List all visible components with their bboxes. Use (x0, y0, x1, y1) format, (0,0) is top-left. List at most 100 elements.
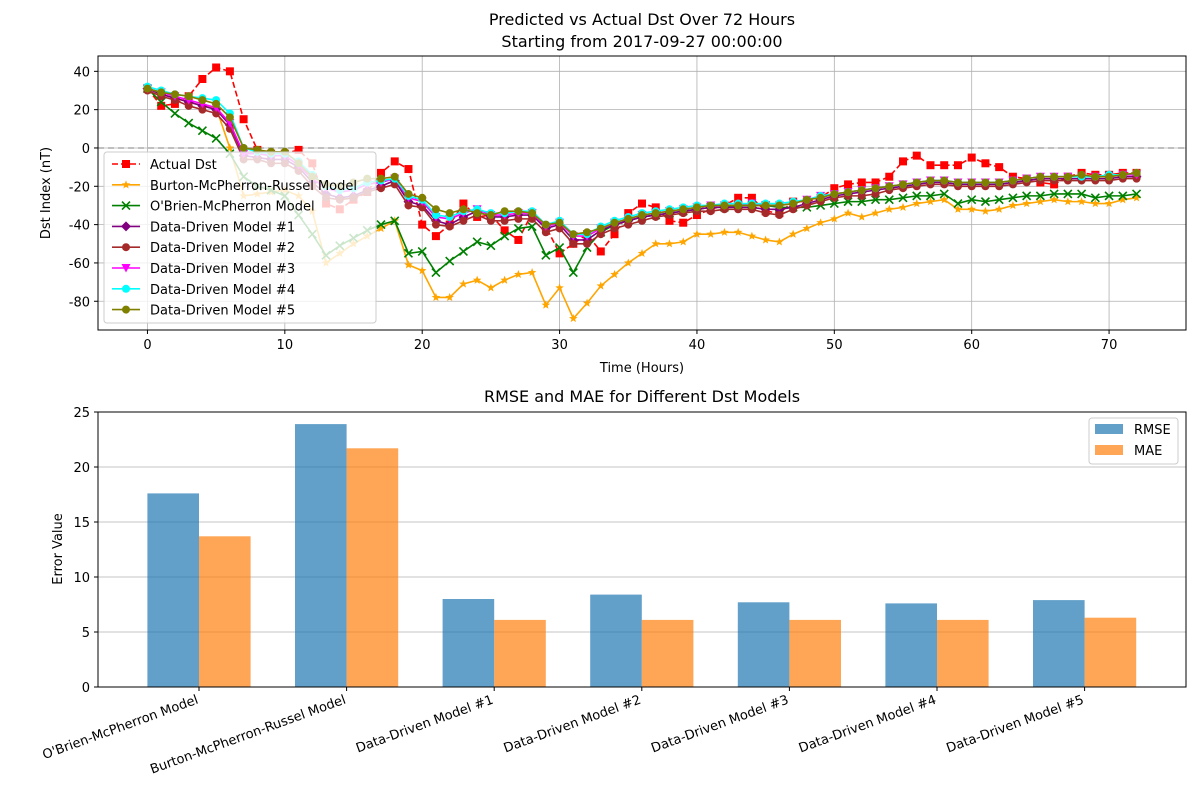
series-2-point (843, 197, 853, 207)
series-1-point (994, 204, 1004, 213)
series-0-point (212, 63, 221, 72)
line-chart-x-tick-label: 0 (143, 338, 151, 353)
series-2-point (953, 198, 963, 209)
series-2-point (513, 223, 523, 234)
line-chart-x-tick-label: 60 (963, 338, 980, 353)
series-2-point (472, 237, 482, 247)
bar-legend-swatch-1 (1095, 445, 1123, 455)
series-7-point (1077, 170, 1086, 179)
legend-marker-1 (121, 180, 131, 189)
series-0-point (747, 193, 756, 202)
series-0-point (390, 157, 399, 166)
series-2-point (1035, 191, 1045, 201)
series-7-point (789, 199, 798, 208)
series-0-point (376, 168, 385, 177)
series-4-point (445, 222, 454, 231)
series-2-point (376, 220, 386, 230)
bar-chart-legend: RMSE MAE (1088, 417, 1179, 465)
series-0-point (459, 199, 468, 208)
series-7-point (830, 189, 839, 198)
series-7-point (638, 211, 646, 220)
series-7-point (418, 193, 427, 202)
series-4-point (212, 109, 221, 118)
series-7-point (1008, 176, 1017, 185)
series-1-point (665, 239, 674, 248)
series-1-point (1063, 197, 1073, 206)
series-1-point (1118, 195, 1128, 204)
series-1-point (706, 229, 715, 238)
series-4-point (431, 220, 440, 229)
series-7-point (170, 90, 179, 99)
line-chart-x-tick-label: 30 (551, 338, 568, 353)
series-7-point (844, 188, 853, 197)
series-4-point (569, 239, 578, 248)
series-7-point (445, 209, 454, 218)
series-1-point (678, 237, 688, 246)
series-6-point (431, 211, 440, 220)
series-2-point (1063, 189, 1073, 199)
series-2-point (898, 193, 908, 203)
series-2-point (445, 256, 455, 266)
legend-marker-3 (121, 221, 131, 232)
series-1-point (445, 292, 454, 302)
legend-marker-6 (122, 284, 130, 293)
bar-mae-3 (641, 619, 694, 687)
bar-rmse-5 (885, 603, 937, 687)
line-chart-x-tick-label: 10 (277, 338, 294, 353)
series-2-point (390, 216, 400, 226)
series-0-point (157, 101, 166, 110)
series-1-point (898, 202, 908, 212)
series-1-point (761, 235, 770, 244)
series-4-point (198, 105, 207, 114)
series-2-point (211, 133, 221, 143)
line-chart-y-tick-label: -20 (69, 180, 90, 195)
series-1-point (637, 248, 647, 257)
series-2-point (156, 97, 166, 107)
series-7-point (1036, 172, 1045, 181)
series-4-point (857, 191, 866, 200)
bar-rmse-0 (147, 493, 199, 687)
series-1-point (926, 197, 935, 206)
series-1-point (953, 204, 963, 213)
series-2-point (1077, 189, 1087, 199)
legend-label-0: Actual Dst (150, 158, 217, 173)
series-0-point (885, 172, 894, 181)
series-4-point (541, 228, 550, 237)
series-0-point (610, 230, 619, 239)
series-7-point (940, 176, 949, 185)
series-1-point (486, 283, 496, 292)
series-2-point (912, 191, 922, 201)
series-2-point (403, 248, 414, 258)
line-chart-x-tick-label: 70 (1101, 338, 1118, 353)
line-chart: 0 10 20 30 40 50 60 70 -80 -60 -40 -20 0 20 40 Actual D… (69, 55, 1187, 353)
series-0-point (981, 159, 990, 168)
series-7-point (569, 230, 578, 239)
series-7-point (926, 176, 935, 185)
series-1-point (802, 223, 812, 233)
bar-rmse-3 (590, 594, 642, 687)
series-1-point (1022, 199, 1031, 208)
bar-chart-title: RMSE and MAE for Different Dst Models (484, 387, 800, 406)
series-7-point (1050, 172, 1059, 181)
series-4-point (459, 216, 468, 225)
legend-label-6: Data-Driven Model #4 (150, 283, 295, 298)
bar-mae-6 (1084, 617, 1137, 687)
series-1-point (651, 239, 661, 248)
legend-marker-0 (122, 160, 130, 168)
series-4-point (583, 239, 592, 248)
legend-label-7: Data-Driven Model #5 (150, 304, 295, 319)
series-7-point (899, 180, 908, 189)
bar-mae-4 (789, 619, 841, 687)
series-4-point (555, 224, 564, 233)
series-7-point (1132, 168, 1141, 177)
series-2-point (857, 197, 867, 207)
series-0-point (899, 157, 908, 166)
series-2-point (1049, 189, 1059, 199)
legend-marker-7 (122, 305, 130, 314)
series-0-point (871, 178, 880, 187)
series-2-point (870, 195, 881, 205)
line-chart-title: Predicted vs Actual Dst Over 72 Hours (489, 10, 795, 29)
series-0-point (830, 184, 839, 193)
series-7-point (816, 193, 825, 202)
